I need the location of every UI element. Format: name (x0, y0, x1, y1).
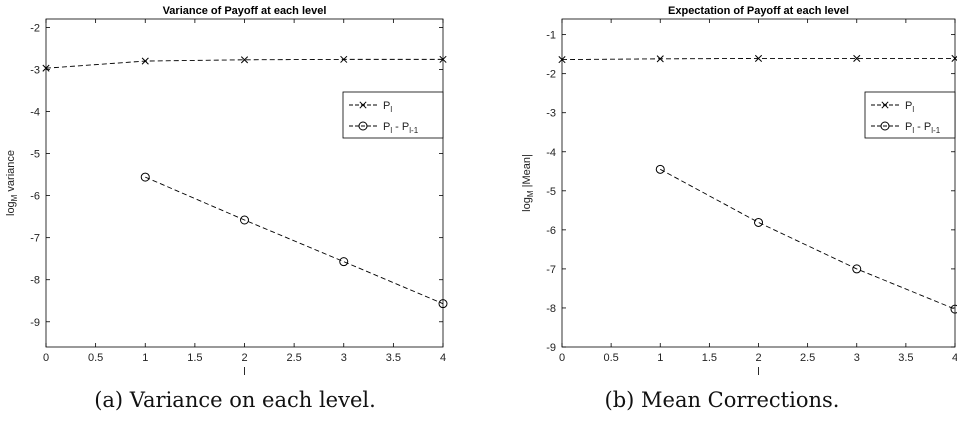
x-tick-label: 1 (657, 352, 663, 364)
x-tick-label: 4 (952, 352, 957, 364)
data-point (140, 172, 150, 182)
data-point (754, 217, 763, 227)
y-tick-label: -5 (30, 149, 40, 161)
x-axis-label: l (757, 366, 759, 378)
y-tick-label: -3 (30, 64, 40, 76)
plot-title: Expectation of Payoff at each level (668, 5, 849, 17)
data-point (339, 257, 349, 267)
x-tick-label: 1 (142, 352, 148, 364)
series-line (45, 58, 443, 69)
data-point-b (439, 55, 447, 63)
data-point-b (141, 57, 149, 65)
legend: Pl Pl - Pl-1 (864, 91, 956, 139)
x-tick-label: 1.5 (702, 352, 717, 364)
axes-box (561, 18, 956, 348)
legend-label: Pl (905, 100, 914, 114)
y-axis-label: logM |Mean| (521, 154, 535, 212)
data-point (852, 264, 862, 274)
y-tick-label: -7 (30, 233, 40, 245)
caption-a: (a) Variance on each level. (94, 388, 376, 412)
y-tick-label: -2 (30, 22, 40, 34)
x-tick-label: 3.5 (386, 352, 401, 364)
legend-marker-b (881, 101, 889, 109)
data-point (950, 304, 957, 314)
legend-label: Pl - Pl-1 (383, 121, 419, 135)
variance-chart: Variance of Payoff at each level 0 0.5 1 1.5… (5, 5, 448, 378)
legend-box (342, 91, 444, 139)
x-tick-label: 2 (755, 352, 761, 364)
x-tick-label: 0 (43, 352, 49, 364)
x-tick-label: 0 (559, 352, 565, 364)
legend-marker (880, 121, 890, 131)
x-tick-label: 2.5 (800, 352, 815, 364)
y-tick-label: -8 (546, 303, 556, 315)
series-p-l (558, 54, 957, 64)
legend-label: Pl - Pl-1 (905, 121, 941, 135)
data-point-b (42, 64, 50, 72)
series-p-l (42, 55, 447, 72)
series-p-l-minus-p-l-1 (140, 172, 448, 309)
y-tick-label: -6 (546, 225, 556, 237)
x-tick-label: 0.5 (88, 352, 103, 364)
series-line (660, 168, 956, 310)
series-line (145, 176, 444, 305)
y-tick-label: -2 (546, 69, 556, 81)
y-tick-label: -4 (30, 107, 40, 119)
y-axis-label: logM variance (5, 150, 19, 216)
figure-b: Expectation of Payoff at each level 0 0.5 1… (487, 0, 957, 431)
x-tick-label: 4 (440, 352, 446, 364)
figure-a: Variance of Payoff at each level 0 0.5 1 1.5… (0, 0, 470, 431)
legend-box (864, 91, 956, 139)
y-tick-label: -9 (30, 317, 40, 329)
caption-b: (b) Mean Corrections. (604, 388, 840, 412)
data-point (655, 164, 665, 174)
y-tick-label: -1 (546, 30, 556, 42)
series-p-l-minus-p-l-1 (655, 164, 957, 314)
data-point-b (656, 55, 664, 63)
x-tick-label: 3 (854, 352, 860, 364)
x-tick-label: 2.5 (286, 352, 301, 364)
x-tick-label: 0.5 (603, 352, 618, 364)
y-tick-label: -3 (546, 108, 556, 120)
data-point-b (240, 56, 249, 64)
x-tick-label: 2 (241, 352, 247, 364)
data-point-b (340, 55, 348, 63)
plot-title: Variance of Payoff at each level (163, 5, 327, 17)
legend-marker (358, 121, 368, 131)
mean-chart: Expectation of Payoff at each level 0 0.5 1… (521, 5, 957, 378)
y-tick-label: -5 (546, 186, 556, 198)
y-tick-label: -4 (546, 147, 556, 159)
legend-marker-b (359, 101, 367, 109)
x-axis-label: l (243, 366, 245, 378)
axes-box (45, 18, 444, 348)
x-tick-label: 3.5 (898, 352, 913, 364)
data-point-b (951, 55, 957, 62)
data-point (438, 299, 448, 309)
data-point-b (853, 54, 861, 62)
y-tick-label: -7 (546, 264, 556, 276)
data-point (240, 215, 249, 225)
x-tick-label: 3 (341, 352, 347, 364)
y-tick-label: -6 (30, 191, 40, 203)
data-point-b (754, 54, 763, 62)
data-point-b (558, 56, 566, 64)
x-tick-label: 1.5 (187, 352, 202, 364)
y-tick-label: -8 (30, 275, 40, 287)
legend-label: Pl (383, 100, 392, 114)
y-tick-label: -9 (546, 342, 556, 354)
legend: Pl Pl - Pl-1 (342, 91, 444, 139)
